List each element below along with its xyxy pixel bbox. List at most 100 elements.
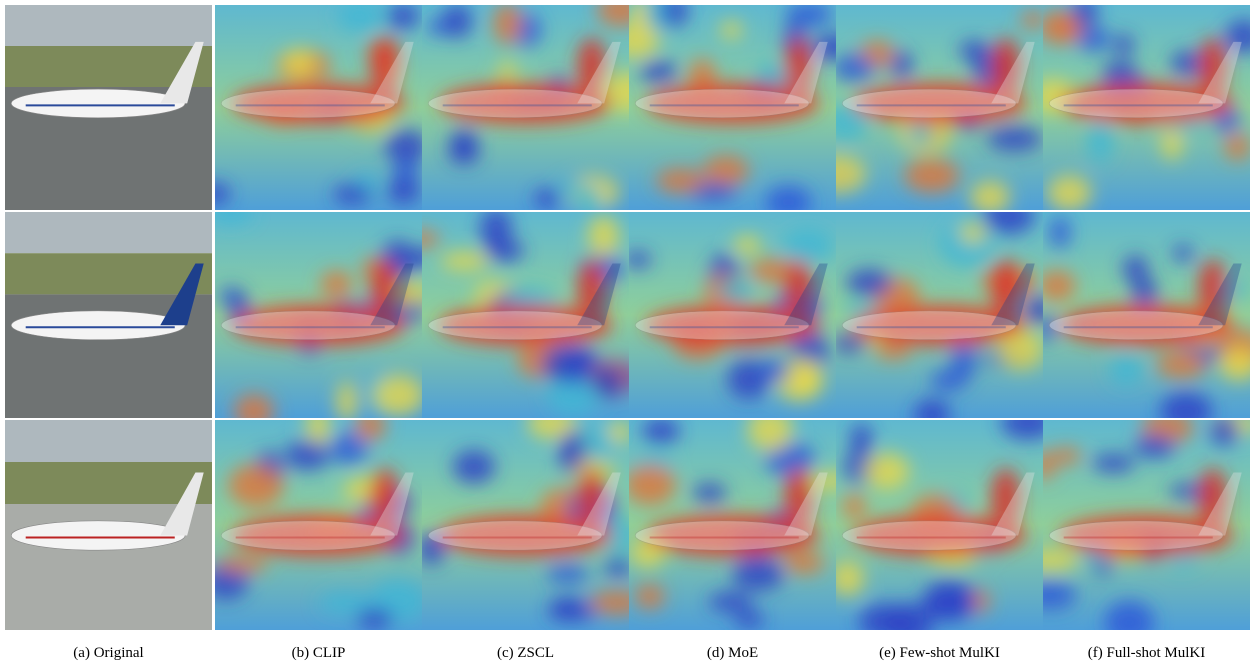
image-cell: [1036, 212, 1257, 431]
heat-blob: [1087, 120, 1114, 163]
heat-blob: [1038, 270, 1075, 301]
heat-blob: [442, 4, 472, 38]
heat-blob: [733, 236, 761, 255]
heat-blob: [732, 559, 784, 591]
heat-blob: [592, 364, 624, 399]
heat-blob: [635, 584, 665, 608]
heat-blob: [559, 431, 584, 474]
heat-blob: [1219, 347, 1257, 380]
heat-blob: [703, 156, 749, 186]
sky: [5, 5, 212, 46]
heat-blob: [692, 483, 726, 503]
heat-blob: [783, 228, 833, 262]
heat-blob: [1173, 245, 1193, 262]
heat-blob: [1077, 26, 1110, 51]
heat-blob: [1105, 601, 1155, 644]
heat-blob: [1092, 454, 1135, 473]
heat-blob: [483, 239, 524, 261]
heat-blob: [216, 556, 268, 573]
heat-blob: [794, 364, 821, 396]
heat-blob: [785, 2, 833, 27]
heat-blob: [356, 608, 393, 629]
heat-blob: [642, 418, 679, 445]
image-cell: [813, 5, 1047, 214]
plane-body: [1049, 521, 1223, 550]
caption: (a) Original: [73, 645, 143, 661]
heat-blob: [547, 565, 589, 584]
image-cell: [5, 5, 212, 210]
heat-blob: [833, 54, 875, 82]
plane-body: [842, 89, 1016, 118]
heat-blob: [923, 580, 976, 622]
heat-blob: [282, 49, 315, 77]
plane-body: [428, 89, 602, 118]
image-cell: [5, 420, 212, 630]
heat-blob: [1047, 175, 1091, 211]
grass: [5, 462, 212, 504]
plane-body: [842, 311, 1016, 340]
heat-blob: [534, 189, 561, 209]
heat-blob: [372, 375, 424, 416]
heat-blob: [734, 611, 765, 628]
image-cell: [5, 212, 212, 418]
heat-blob: [784, 552, 824, 574]
heat-blob: [1225, 133, 1250, 160]
heat-blob: [608, 420, 631, 443]
heat-blob: [970, 181, 1011, 214]
heat-blob: [1132, 277, 1158, 307]
image-cell: [832, 198, 1055, 430]
heat-blob: [843, 494, 866, 518]
heat-blob: [759, 359, 790, 382]
caption: (d) MoE: [707, 645, 758, 661]
image-cell: [422, 0, 650, 226]
heat-blob: [640, 60, 677, 82]
image-cell: [1034, 0, 1257, 211]
heat-blob: [832, 333, 868, 353]
plane-body: [635, 521, 809, 550]
plane-body: [11, 89, 185, 118]
heat-blob: [930, 370, 966, 392]
heat-blob: [493, 3, 521, 45]
image-cell: [625, 408, 857, 630]
plane-body: [635, 89, 809, 118]
heat-blob: [588, 215, 619, 257]
image-cell: [417, 407, 644, 630]
plane-body: [221, 89, 395, 118]
heat-blob: [1110, 355, 1143, 386]
sky: [5, 212, 212, 253]
heat-blob: [656, 168, 705, 193]
heat-blob: [605, 557, 631, 576]
heat-blob: [228, 464, 283, 508]
image-cell: [624, 212, 836, 418]
heat-blob: [987, 127, 1042, 152]
image-cell: [405, 208, 643, 418]
plane-body: [1049, 311, 1223, 340]
heat-blob: [709, 592, 754, 611]
heat-blob: [890, 51, 913, 77]
heat-blob: [387, 179, 420, 204]
plane-body: [428, 521, 602, 550]
image-cell: [612, 0, 856, 219]
caption: (c) ZSCL: [497, 645, 554, 661]
heat-blob: [541, 345, 595, 383]
plane-body: [842, 521, 1016, 550]
sky: [5, 420, 212, 462]
heat-blob: [1049, 216, 1070, 248]
figure: (a) Original (b) CLIP (c) ZSCL (d) MoE (e) F…: [0, 0, 1257, 666]
plane-body: [221, 311, 395, 340]
plane-body: [635, 311, 809, 340]
heat-blob: [720, 21, 742, 39]
image-cell: [1024, 410, 1257, 643]
heat-blob: [625, 464, 676, 505]
heat-blob: [909, 122, 931, 146]
caption: (e) Few-shot MulKI: [879, 645, 1000, 661]
image-cell: [210, 201, 443, 429]
plane-body: [428, 311, 602, 340]
heat-blob: [717, 280, 755, 303]
plane-body: [11, 521, 185, 550]
heat-blob: [387, 3, 420, 29]
plane-body: [11, 311, 185, 340]
caption: (b) CLIP: [292, 645, 346, 661]
grass: [5, 253, 212, 294]
heat-blob: [498, 61, 518, 77]
